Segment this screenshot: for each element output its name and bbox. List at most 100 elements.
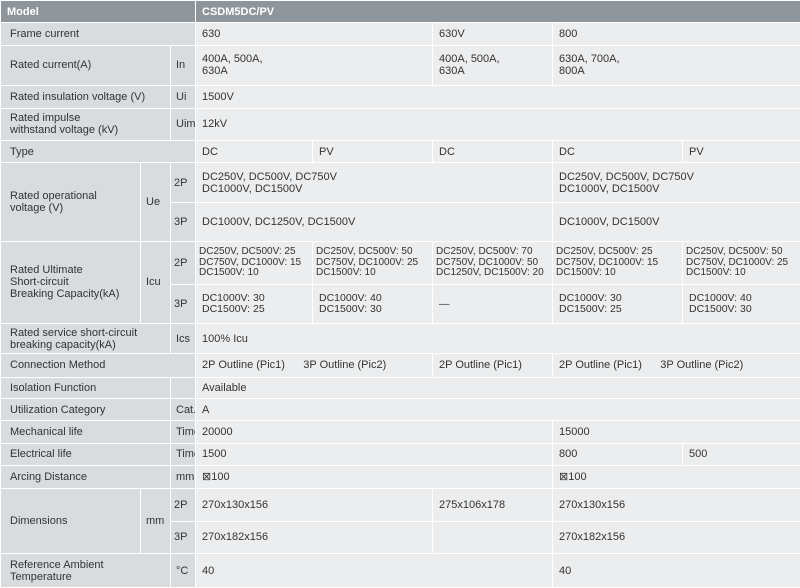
- row-arcing-distance: Arcing Distance mm ⊠100 ⊠100: [0, 464, 800, 490]
- impulse-voltage-value: 12kV: [195, 107, 800, 142]
- electrical-life-value-1: 1500: [195, 442, 554, 466]
- dimensions-pole-3p: 3P: [169, 520, 197, 555]
- rated-current-value-1: 400A, 500A, 630A: [195, 44, 434, 87]
- rated-current-value-3: 630A, 700A, 800A: [552, 44, 800, 87]
- arcing-distance-value-1: ⊠100: [195, 464, 554, 490]
- service-capacity-symbol: Ics: [169, 322, 197, 355]
- ambient-temperature-value-1: 40: [195, 553, 554, 588]
- impulse-voltage-label: Rated impulse withstand voltage (kV): [0, 107, 171, 142]
- frame-current-label: Frame current: [0, 22, 197, 46]
- connection-method-value-2: 2P Outline (Pic1): [432, 353, 554, 378]
- dimensions-2p-b: 275x106x178: [432, 488, 554, 522]
- operational-voltage-2p-a: DC250V, DC500V, DC750V DC1000V, DC1500V: [195, 162, 554, 203]
- operational-voltage-label: Rated operational voltage (V): [0, 162, 141, 242]
- arcing-distance-symbol: mm: [169, 464, 197, 490]
- service-capacity-label: Rated service short-circuit breaking cap…: [0, 322, 171, 355]
- row-dimensions-2p: Dimensions mm 2P 270x130x156 275x106x178…: [0, 488, 800, 555]
- row-rated-current: Rated current(A) In 400A, 500A, 630A 400…: [0, 44, 800, 87]
- electrical-life-value-3: 500: [682, 442, 800, 466]
- mechanical-life-label: Mechanical life: [0, 420, 171, 444]
- dimensions-3p-a: 270x182x156: [195, 520, 434, 555]
- ambient-temperature-value-2: 40: [552, 553, 800, 588]
- electrical-life-label: Electrical life: [0, 442, 171, 466]
- row-insulation-voltage: Rated insulation voltage (V) Ui 1500V: [0, 85, 800, 109]
- dimensions-symbol: mm: [140, 488, 171, 555]
- header-model-value: CSDM5DC/PV: [195, 0, 800, 24]
- dimensions-pole-2p: 2P: [169, 488, 197, 522]
- arcing-distance-value-2: ⊠100: [552, 464, 800, 490]
- breaking-capacity-pole-2p: 2P: [169, 240, 197, 286]
- insulation-voltage-value: 1500V: [195, 85, 800, 109]
- electrical-life-symbol: Times: [169, 442, 197, 466]
- dimensions-3p-b: [432, 520, 554, 555]
- type-value-5: PV: [682, 140, 800, 164]
- operational-voltage-pole-2p: 2P: [169, 162, 197, 203]
- dimensions-2p-a: 270x130x156: [195, 488, 434, 522]
- rated-current-symbol: In: [169, 44, 197, 87]
- dimensions-3p-c: 270x182x156: [552, 520, 800, 555]
- connection-method-value-1: 2P Outline (Pic1) 3P Outline (Pic2): [195, 353, 434, 378]
- breaking-capacity-pole-3p: 3P: [169, 284, 197, 324]
- insulation-voltage-symbol: Ui: [169, 85, 197, 109]
- rated-current-label: Rated current(A): [0, 44, 171, 87]
- row-connection-method: Connection Method 2P Outline (Pic1) 3P O…: [0, 353, 800, 378]
- row-operational-voltage-2p: Rated operational voltage (V) Ue 2P DC25…: [0, 162, 800, 242]
- row-electrical-life: Electrical life Times 1500 800 500: [0, 442, 800, 466]
- row-isolation: Isolation Function Available: [0, 376, 800, 399]
- ambient-temperature-symbol: °C: [169, 553, 197, 588]
- dimensions-2p-c: 270x130x156: [552, 488, 800, 522]
- dimensions-label: Dimensions: [0, 488, 141, 555]
- operational-voltage-2p-b: DC250V, DC500V, DC750V DC1000V, DC1500V: [552, 162, 800, 203]
- row-utilization: Utilization Category Cat. A: [0, 397, 800, 422]
- row-dimensions-3p: 3P 270x182x156 270x182x156: [1, 520, 800, 555]
- breaking-capacity-2p-5: DC250V, DC500V: 50 DC750V, DC1000V: 25 D…: [682, 240, 800, 286]
- isolation-label: Isolation Function: [0, 376, 171, 399]
- mechanical-life-value-1: 20000: [195, 420, 554, 444]
- connection-method-label: Connection Method: [0, 353, 197, 378]
- row-mechanical-life: Mechanical life Times 20000 15000: [0, 420, 800, 444]
- type-value-4: DC: [552, 140, 684, 164]
- ambient-temperature-label: Reference Ambient Temperature: [0, 553, 171, 588]
- header-model-label: Model: [0, 0, 197, 24]
- utilization-symbol: Cat.: [169, 397, 197, 422]
- breaking-capacity-3p-3: —: [432, 284, 554, 324]
- row-breaking-capacity-3p: 3P DC1000V: 30 DC1500V: 25 DC1000V: 40 D…: [1, 284, 800, 324]
- impulse-voltage-symbol: Uimp: [169, 107, 197, 142]
- utilization-label: Utilization Category: [0, 397, 171, 422]
- utilization-value: A: [195, 397, 800, 422]
- frame-current-value-2: 630V: [432, 22, 554, 46]
- breaking-capacity-3p-1: DC1000V: 30 DC1500V: 25: [195, 284, 314, 324]
- header-row: Model CSDM5DC/PV: [0, 0, 800, 24]
- row-type: Type DC PV DC DC PV: [0, 140, 800, 164]
- type-value-2: PV: [312, 140, 434, 164]
- row-service-capacity: Rated service short-circuit breaking cap…: [0, 322, 800, 355]
- rated-current-value-2: 400A, 500A, 630A: [432, 44, 554, 87]
- type-value-1: DC: [195, 140, 314, 164]
- mechanical-life-symbol: Times: [169, 420, 197, 444]
- insulation-voltage-label: Rated insulation voltage (V): [0, 85, 171, 109]
- type-label: Type: [0, 140, 197, 164]
- frame-current-value-3: 800: [552, 22, 800, 46]
- breaking-capacity-3p-2: DC1000V: 40 DC1500V: 30: [312, 284, 434, 324]
- breaking-capacity-3p-4: DC1000V: 30 DC1500V: 25: [552, 284, 684, 324]
- operational-voltage-pole-3p: 3P: [169, 202, 197, 242]
- breaking-capacity-2p-2: DC250V, DC500V: 50 DC750V, DC1000V: 25 D…: [312, 240, 434, 286]
- row-impulse-voltage: Rated impulse withstand voltage (kV) Uim…: [0, 107, 800, 142]
- breaking-capacity-label: Rated Ultimate Short-circuit Breaking Ca…: [0, 240, 141, 324]
- electrical-life-value-2: 800: [552, 442, 684, 466]
- operational-voltage-3p-a: DC1000V, DC1250V, DC1500V: [195, 202, 554, 242]
- service-capacity-value: 100% Icu: [195, 322, 800, 355]
- breaking-capacity-symbol: Icu: [140, 240, 171, 324]
- row-operational-voltage-3p: 3P DC1000V, DC1250V, DC1500V DC1000V, DC…: [1, 202, 800, 242]
- operational-voltage-3p-b: DC1000V, DC1500V: [552, 202, 800, 242]
- connection-method-value-3: 2P Outline (Pic1) 3P Outline (Pic2): [552, 353, 800, 378]
- row-ambient-temperature: Reference Ambient Temperature °C 40 40: [0, 553, 800, 588]
- breaking-capacity-3p-5: DC1000V: 40 DC1500V: 30: [682, 284, 800, 324]
- row-breaking-capacity-2p: Rated Ultimate Short-circuit Breaking Ca…: [0, 240, 800, 324]
- breaking-capacity-2p-3: DC250V, DC500V: 70 DC750V, DC1000V: 50 D…: [432, 240, 554, 286]
- isolation-symbol: [169, 376, 197, 399]
- mechanical-life-value-2: 15000: [552, 420, 800, 444]
- isolation-value: Available: [195, 376, 800, 399]
- row-frame-current: Frame current 630 630V 800: [0, 22, 800, 46]
